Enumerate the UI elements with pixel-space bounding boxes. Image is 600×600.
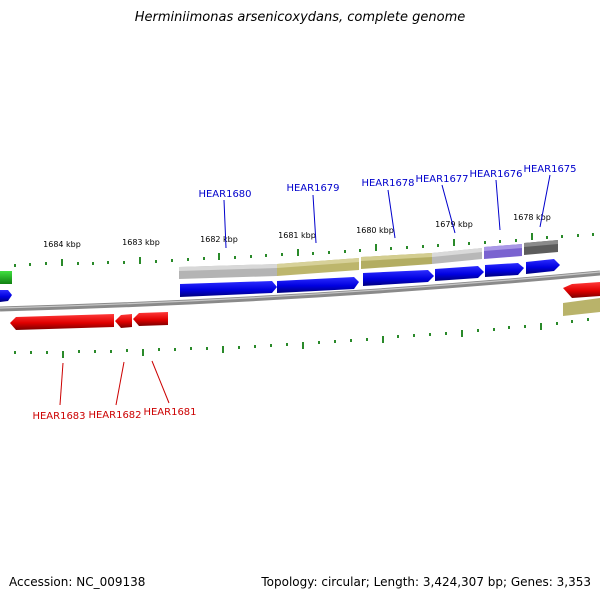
feature-band (179, 240, 558, 279)
gene-arrow-hear1678[interactable] (363, 270, 434, 286)
forward-label-leaders (223, 174, 551, 249)
gene-label-hear1675[interactable]: HEAR1675 (523, 164, 576, 175)
reverse-label-leaders (59, 360, 170, 406)
scale-label: 1682 kbp (200, 235, 238, 244)
gene-arrow-hear1675[interactable] (526, 259, 560, 274)
scale-label: 1679 kbp (435, 220, 473, 229)
gene-label-hear1681[interactable]: HEAR1681 (143, 407, 196, 418)
reverse-gene-arrows (10, 312, 168, 330)
accession-text: Accession: NC_009138 (9, 575, 146, 589)
gene-label-hear1679[interactable]: HEAR1679 (286, 183, 339, 194)
genome-summary-text: Topology: circular; Length: 3,424,307 bp… (261, 575, 591, 589)
scale-label: 1684 kbp (43, 240, 81, 249)
reverse-gene-labels: HEAR1683 HEAR1682 HEAR1681 (32, 407, 196, 422)
forward-gene-arrows (0, 259, 560, 302)
gene-arrow-hear1681[interactable] (133, 312, 168, 326)
gene-label-hear1677[interactable]: HEAR1677 (415, 174, 468, 185)
forward-scale-ticks (14, 233, 594, 267)
genome-backbone (0, 270, 600, 312)
gene-label-hear1676[interactable]: HEAR1676 (469, 169, 522, 180)
gene-arrow-left-edge[interactable] (0, 290, 12, 302)
reverse-scale-ticks (14, 318, 589, 358)
gene-label-hear1678[interactable]: HEAR1678 (361, 178, 414, 189)
scale-label: 1683 kbp (122, 238, 160, 247)
gene-arrow-hear1683[interactable] (10, 314, 114, 330)
scale-label: 1681 kbp (278, 231, 316, 240)
scale-label: 1680 kbp (356, 226, 394, 235)
gene-label-hear1680[interactable]: HEAR1680 (198, 189, 251, 200)
map-title: Herminiimonas arsenicoxydans, complete g… (134, 10, 466, 25)
feature-band-right (563, 298, 600, 316)
gene-arrow-hear1676[interactable] (485, 263, 524, 277)
scale-label: 1678 kbp (513, 213, 551, 222)
gene-arrow-hear1679[interactable] (277, 277, 359, 293)
forward-gene-labels: HEAR1680 HEAR1679 HEAR1678 HEAR1677 HEAR… (198, 164, 576, 200)
gene-arrow-hear1682[interactable] (115, 314, 132, 328)
gene-arrow-green-edge[interactable] (0, 271, 12, 284)
gene-label-hear1682[interactable]: HEAR1682 (88, 410, 141, 421)
gene-arrow-red-right-edge[interactable] (563, 282, 600, 298)
scale-labels: 1684 kbp 1683 kbp 1682 kbp 1681 kbp 1680… (43, 213, 551, 249)
gene-label-hear1683[interactable]: HEAR1683 (32, 411, 85, 422)
gene-arrow-hear1680[interactable] (180, 281, 277, 297)
gene-arrow-hear1677[interactable] (435, 266, 484, 281)
